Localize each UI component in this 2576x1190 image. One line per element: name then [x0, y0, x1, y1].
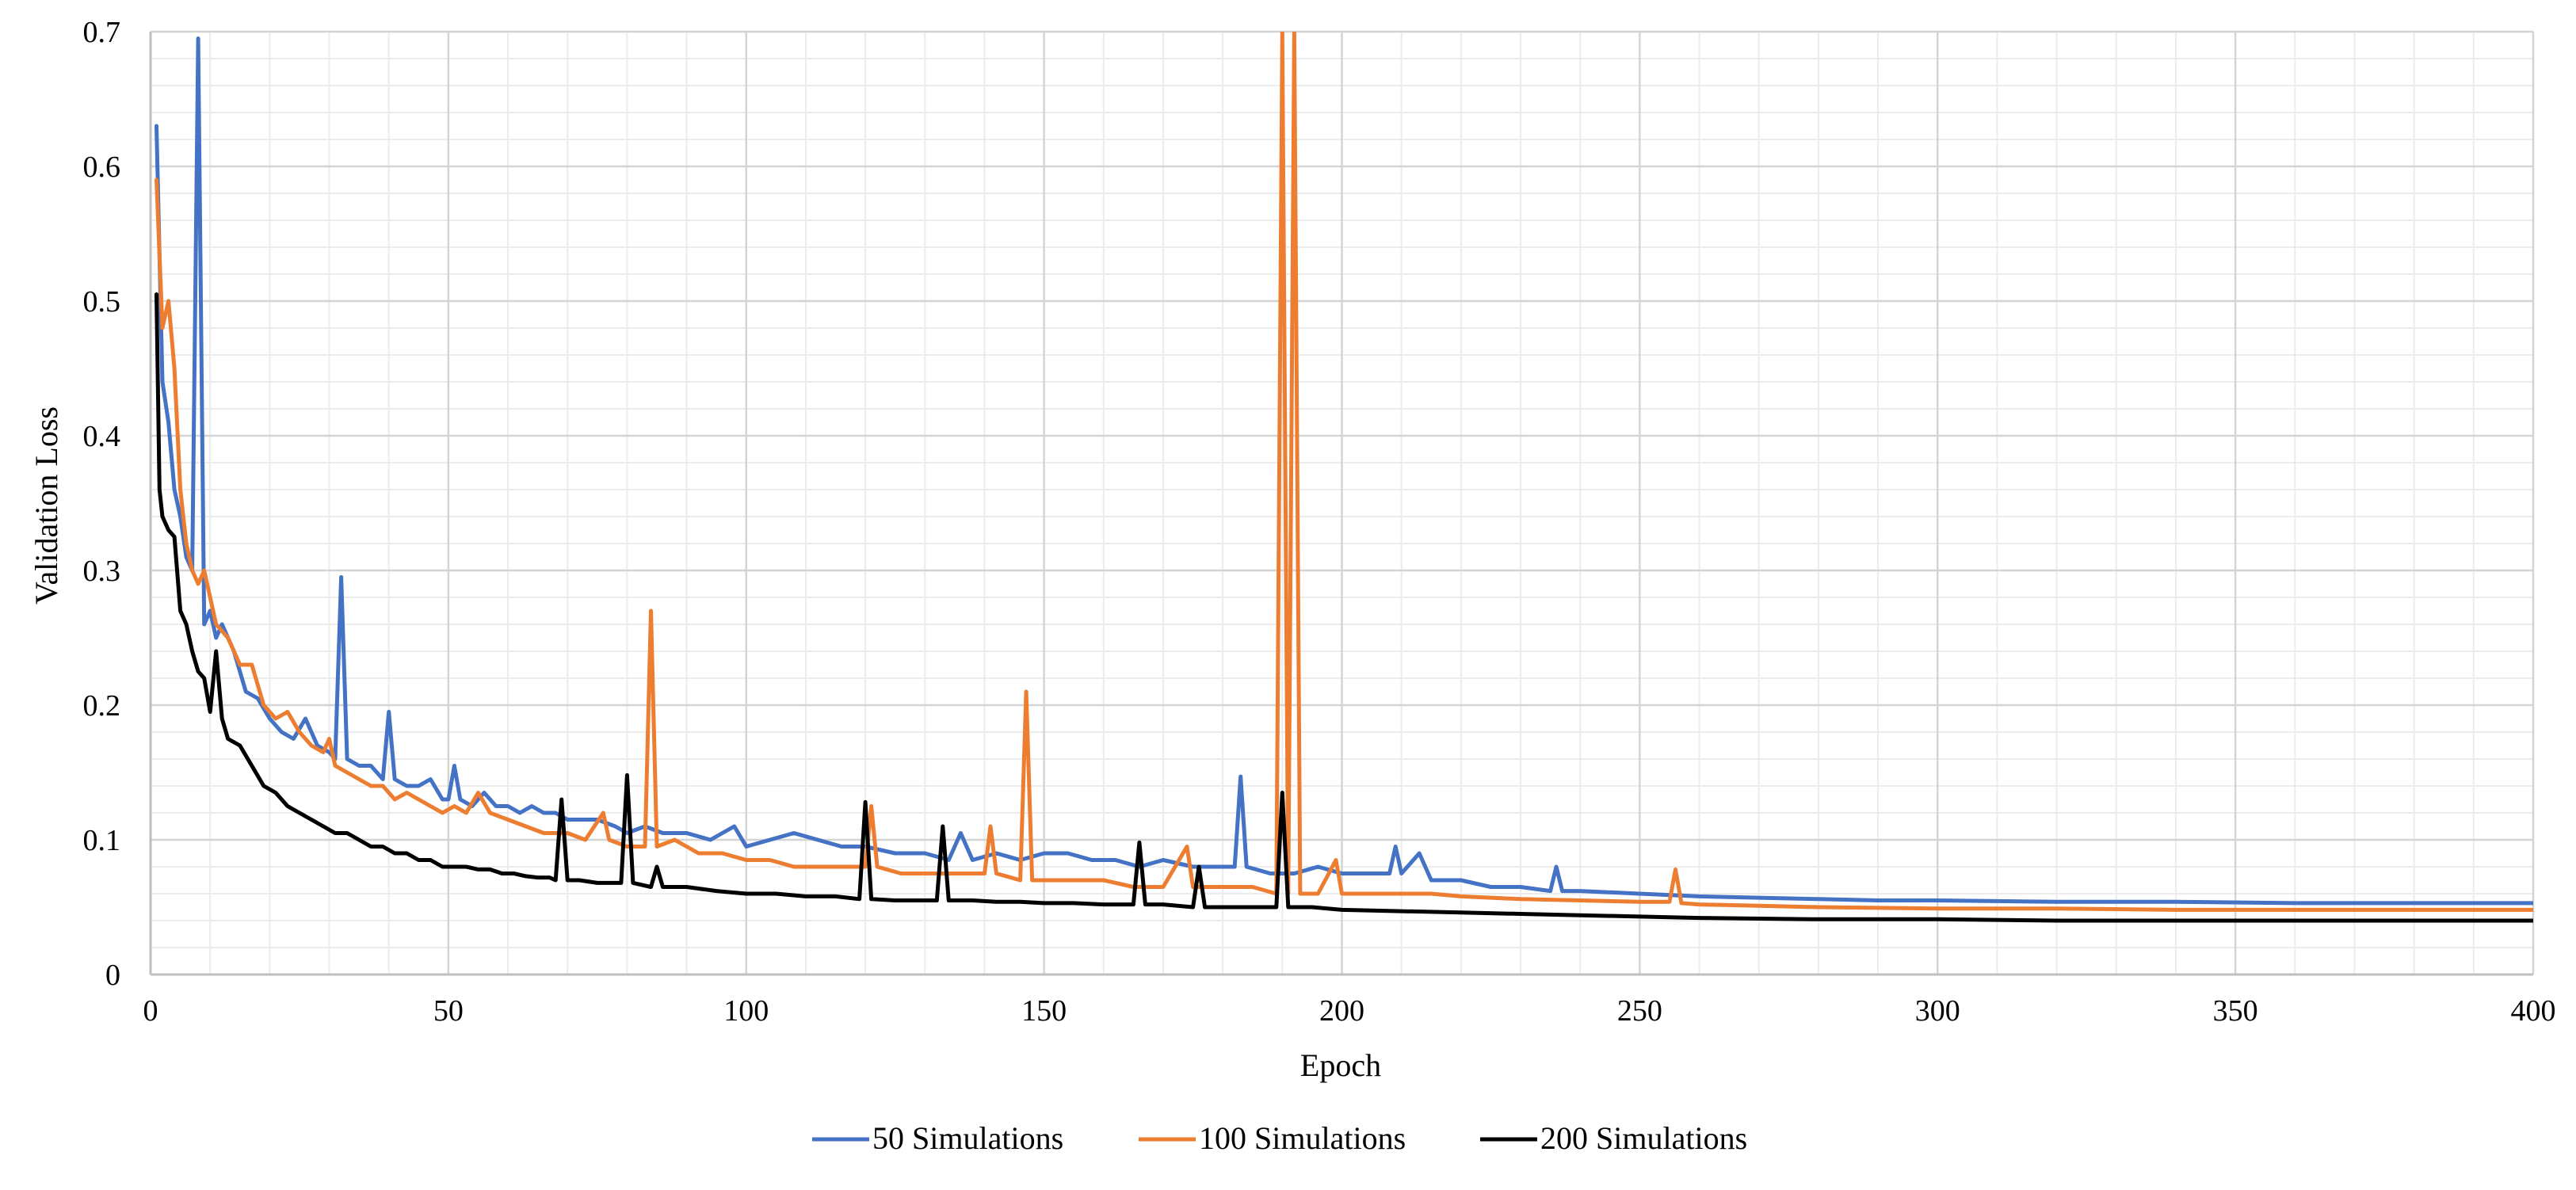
y-tick-label: 0.3 [83, 555, 121, 588]
x-tick-label: 300 [1915, 994, 1960, 1028]
x-axis-label: Epoch [1300, 1047, 1381, 1083]
x-tick-labels: 0 50 100 150 200 250 300 350 400 [143, 994, 2556, 1028]
y-tick-label: 0 [105, 959, 120, 992]
y-tick-label: 0.1 [83, 824, 121, 857]
major-grid [149, 30, 2535, 976]
series-line-3 [155, 292, 2533, 923]
y-tick-label: 0.4 [83, 420, 121, 453]
legend-item-2: 100 Simulations [1139, 1120, 1406, 1156]
x-tick-label: 50 [433, 994, 464, 1028]
legend-label: 200 Simulations [1540, 1120, 1747, 1156]
legend-label: 50 Simulations [872, 1120, 1063, 1156]
x-tick-label: 150 [1021, 994, 1067, 1028]
series-line-2 [155, 32, 2533, 912]
y-tick-labels: 0 0.1 0.2 0.3 0.4 0.5 0.6 0.7 [83, 16, 121, 992]
y-tick-label: 0.7 [83, 16, 121, 49]
x-tick-label: 200 [1319, 994, 1364, 1028]
x-tick-label: 100 [723, 994, 769, 1028]
x-tick-label: 250 [1617, 994, 1662, 1028]
legend-label: 100 Simulations [1199, 1120, 1406, 1156]
series-layer [155, 32, 2533, 923]
legend: 50 Simulations 100 Simulations 200 Simulat… [812, 1120, 1747, 1156]
legend-item-3: 200 Simulations [1480, 1120, 1747, 1156]
y-axis-label: Validation Loss [29, 406, 64, 605]
x-tick-label: 350 [2213, 994, 2258, 1028]
x-tick-label: 400 [2511, 994, 2556, 1028]
plot-frame [149, 32, 2533, 976]
series-line-1 [155, 36, 2533, 906]
legend-item-1: 50 Simulations [812, 1120, 1063, 1156]
y-tick-label: 0.6 [83, 151, 121, 184]
y-tick-label: 0.2 [83, 689, 121, 723]
x-tick-label: 0 [143, 994, 158, 1028]
y-tick-label: 0.5 [83, 285, 121, 318]
